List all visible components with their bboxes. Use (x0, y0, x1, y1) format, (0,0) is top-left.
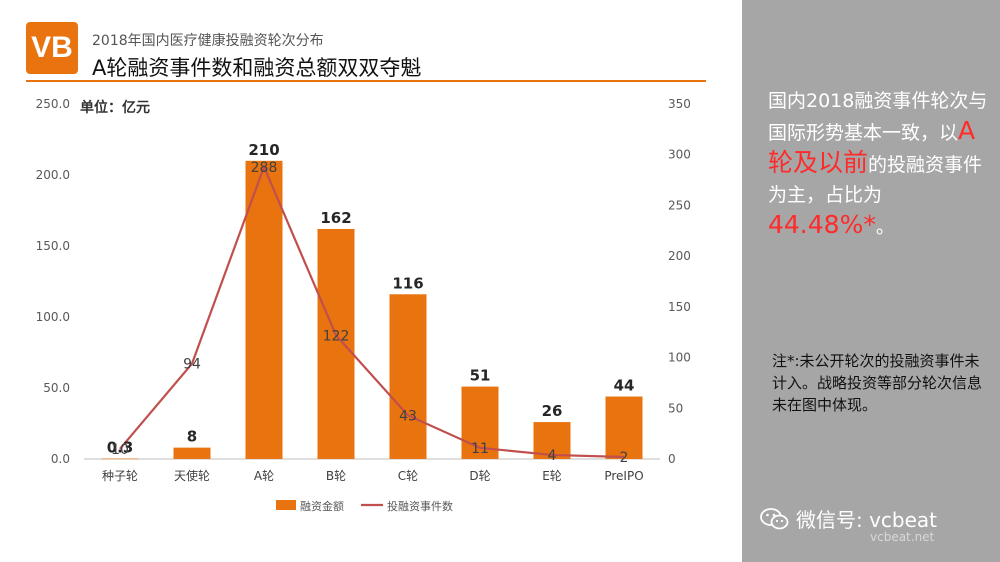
highlight-a-round: A轮及以前 (768, 116, 976, 177)
line-series-events (119, 163, 625, 459)
x-tick-label: 种子轮 (102, 469, 138, 483)
legend-swatch-bar (276, 500, 296, 510)
line-value-label: 94 (183, 357, 201, 373)
x-tick-label: PreIPO (604, 469, 643, 483)
wechat-icon (760, 507, 790, 536)
bar-天使轮 (173, 447, 211, 459)
sidebar-text-3: 。 (875, 216, 895, 238)
line-value-label: 11 (471, 441, 489, 457)
y-left-tick-label: 100.0 (36, 310, 70, 324)
bar-value-label: 51 (470, 367, 491, 385)
sidebar-text-2: 的投融资事件为主，占比为 (768, 154, 983, 206)
legend-label-bar: 融资金额 (300, 499, 344, 513)
bar-value-label: 0.3 (107, 439, 134, 457)
y-right-tick-label: 150 (668, 300, 691, 314)
y-right-tick-label: 250 (668, 198, 691, 212)
bar-PreIPO (605, 396, 643, 459)
y-left-tick-label: 150.0 (36, 239, 70, 253)
bar-value-label: 116 (392, 274, 423, 292)
y-right-tick-label: 350 (668, 97, 691, 111)
combo-chart: 0.0 50.0 100.0 150.0 200.0 250.0 0 50 100 150 200 2… (36, 97, 691, 513)
bar-value-label: 8 (187, 428, 197, 446)
unit-label: 单位：亿元 (80, 100, 150, 116)
line-value-label: 288 (251, 160, 278, 176)
x-tick-label: D轮 (469, 469, 490, 483)
line-value-label: 4 (548, 448, 557, 464)
sidebar-note: 注*:未公开轮次的投融资事件未计入。战略投资等部分轮次信息未在图中体现。 (772, 352, 983, 414)
highlight-percentage: 44.48%* (768, 210, 876, 239)
line-value-label: 43 (399, 408, 417, 424)
bar-value-label: 44 (614, 377, 635, 395)
wechat-id-text: 微信号: vcbeat (796, 508, 938, 532)
line-value-label: 10 (111, 442, 129, 458)
sidebar-summary: 国内2018融资事件轮次与国际形势基本一致，以A轮及以前的投融资事件为主，占比为… (768, 86, 990, 242)
bar-种子轮 (101, 458, 139, 460)
x-tick-label: B轮 (326, 469, 346, 483)
sidebar-panel (742, 0, 1000, 562)
slide-subtitle: 2018年国内医疗健康投融资轮次分布 (92, 33, 324, 49)
bar-value-label: 210 (248, 141, 279, 159)
x-tick-label: E轮 (542, 469, 562, 483)
y-right-tick-label: 100 (668, 351, 691, 365)
x-tick-label: A轮 (254, 469, 274, 483)
y-right-tick-label: 200 (668, 249, 691, 263)
line-value-label: 122 (323, 328, 350, 344)
legend-label-line: 投融资事件数 (387, 499, 453, 513)
bar-A轮 (245, 160, 283, 460)
x-tick-label: C轮 (398, 469, 418, 483)
slide-title: A轮融资事件数和融资总额双双夺魁 (92, 56, 422, 80)
y-left-tick-label: 0.0 (51, 452, 70, 466)
title-divider (26, 80, 706, 82)
watermark: vcbeat.net (870, 530, 935, 544)
sidebar-text-1: 国内2018融资事件轮次与国际形势基本一致，以 (768, 90, 988, 144)
wechat-id: 微信号: vcbeat (760, 504, 937, 536)
bar-B轮 (317, 228, 355, 459)
bar-value-label: 26 (542, 402, 563, 420)
bar-value-label: 162 (320, 209, 351, 227)
y-right-tick-label: 50 (668, 401, 683, 415)
y-right-tick-label: 0 (668, 452, 676, 466)
vb-logo: VB (26, 22, 78, 74)
x-tick-label: 天使轮 (174, 468, 210, 483)
line-value-label: 2 (620, 450, 629, 466)
y-left-tick-label: 200.0 (36, 168, 70, 182)
y-left-tick-label: 250.0 (36, 97, 70, 111)
y-right-tick-label: 300 (668, 148, 691, 162)
y-left-tick-label: 50.0 (43, 381, 70, 395)
bar-C轮 (389, 294, 427, 459)
